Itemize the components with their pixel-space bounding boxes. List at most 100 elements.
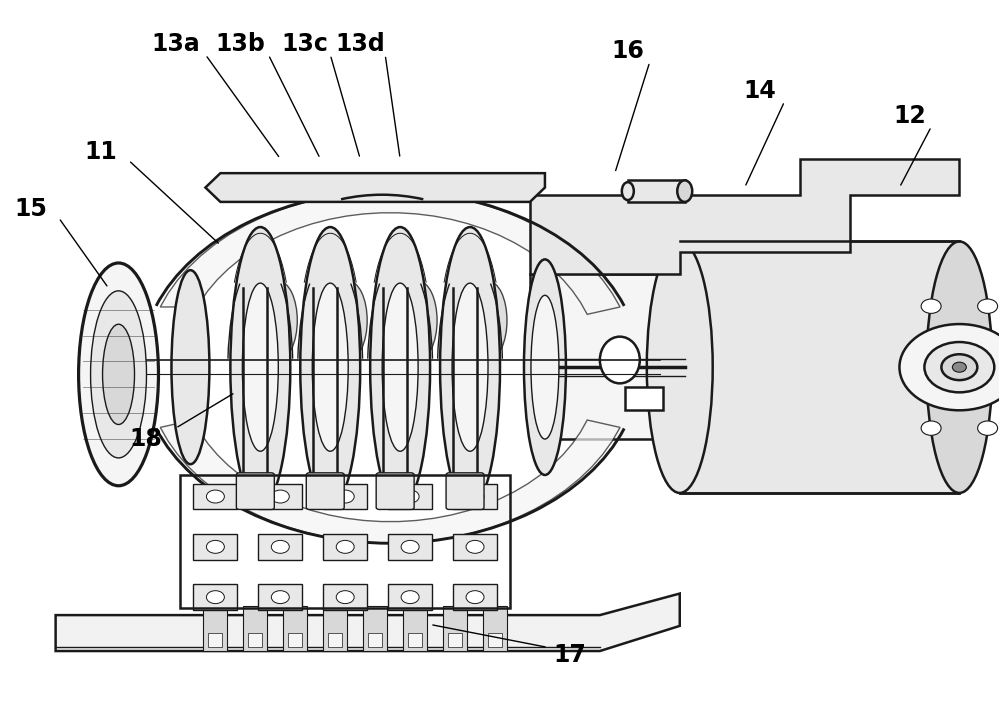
Ellipse shape	[259, 281, 297, 360]
Polygon shape	[483, 606, 507, 651]
Circle shape	[941, 354, 977, 380]
Text: 13b: 13b	[215, 32, 265, 56]
Ellipse shape	[382, 283, 418, 451]
Circle shape	[978, 299, 998, 313]
Bar	[328, 633, 342, 647]
Circle shape	[401, 590, 419, 603]
Circle shape	[206, 490, 224, 503]
Polygon shape	[160, 192, 620, 315]
Bar	[408, 633, 422, 647]
Bar	[288, 633, 302, 647]
FancyBboxPatch shape	[376, 473, 414, 510]
Bar	[368, 633, 382, 647]
Text: 17: 17	[553, 643, 586, 667]
Text: 13c: 13c	[282, 32, 329, 56]
FancyBboxPatch shape	[323, 484, 367, 510]
Circle shape	[271, 541, 289, 553]
Ellipse shape	[171, 270, 209, 464]
Text: 13a: 13a	[151, 32, 200, 56]
Polygon shape	[283, 606, 307, 651]
FancyBboxPatch shape	[323, 584, 367, 610]
Bar	[488, 633, 502, 647]
FancyBboxPatch shape	[258, 484, 302, 510]
Circle shape	[921, 299, 941, 313]
FancyBboxPatch shape	[388, 584, 432, 610]
Ellipse shape	[524, 259, 566, 475]
FancyBboxPatch shape	[193, 534, 237, 559]
Ellipse shape	[91, 291, 146, 458]
Polygon shape	[443, 606, 467, 651]
Text: 13d: 13d	[335, 32, 385, 56]
Ellipse shape	[531, 295, 559, 439]
Text: 15: 15	[14, 197, 47, 221]
Circle shape	[466, 590, 484, 603]
Ellipse shape	[312, 283, 348, 451]
FancyBboxPatch shape	[306, 473, 344, 510]
Circle shape	[336, 541, 354, 553]
Circle shape	[401, 490, 419, 503]
Circle shape	[206, 590, 224, 603]
Ellipse shape	[647, 241, 713, 493]
FancyBboxPatch shape	[446, 473, 484, 510]
FancyBboxPatch shape	[453, 534, 497, 559]
Circle shape	[206, 541, 224, 553]
Circle shape	[336, 490, 354, 503]
Polygon shape	[363, 606, 387, 651]
Circle shape	[271, 590, 289, 603]
Ellipse shape	[600, 337, 640, 383]
Circle shape	[899, 324, 1000, 410]
Circle shape	[952, 362, 966, 372]
Ellipse shape	[469, 281, 507, 360]
Text: 12: 12	[893, 104, 926, 127]
Polygon shape	[160, 420, 620, 543]
Polygon shape	[530, 274, 680, 439]
Ellipse shape	[242, 283, 278, 451]
Bar	[680, 241, 959, 493]
FancyBboxPatch shape	[453, 584, 497, 610]
Circle shape	[336, 590, 354, 603]
FancyBboxPatch shape	[193, 484, 237, 510]
Ellipse shape	[370, 227, 430, 508]
Text: 14: 14	[743, 78, 776, 102]
FancyBboxPatch shape	[323, 534, 367, 559]
FancyBboxPatch shape	[625, 387, 663, 410]
Polygon shape	[628, 180, 685, 202]
Bar	[248, 633, 262, 647]
Polygon shape	[56, 593, 680, 651]
Text: 16: 16	[611, 39, 644, 63]
Circle shape	[271, 490, 289, 503]
Polygon shape	[403, 606, 427, 651]
Polygon shape	[243, 606, 267, 651]
Circle shape	[924, 342, 994, 392]
Bar	[448, 633, 462, 647]
FancyBboxPatch shape	[193, 584, 237, 610]
Ellipse shape	[300, 227, 360, 508]
FancyBboxPatch shape	[258, 584, 302, 610]
Circle shape	[401, 541, 419, 553]
Ellipse shape	[677, 180, 692, 202]
FancyBboxPatch shape	[453, 484, 497, 510]
Text: 11: 11	[84, 140, 117, 163]
Ellipse shape	[79, 263, 158, 486]
Ellipse shape	[440, 227, 500, 508]
Text: 18: 18	[129, 427, 162, 451]
Circle shape	[466, 541, 484, 553]
Ellipse shape	[926, 241, 992, 493]
Ellipse shape	[103, 324, 135, 425]
FancyBboxPatch shape	[388, 534, 432, 559]
FancyBboxPatch shape	[388, 484, 432, 510]
Circle shape	[978, 421, 998, 436]
Circle shape	[921, 421, 941, 436]
Ellipse shape	[329, 281, 367, 360]
Polygon shape	[530, 159, 959, 274]
Circle shape	[466, 490, 484, 503]
Ellipse shape	[399, 281, 437, 360]
Ellipse shape	[230, 227, 290, 508]
FancyBboxPatch shape	[258, 534, 302, 559]
Polygon shape	[205, 174, 545, 202]
FancyBboxPatch shape	[236, 473, 274, 510]
Polygon shape	[323, 606, 347, 651]
Bar	[208, 633, 222, 647]
Polygon shape	[203, 606, 227, 651]
Ellipse shape	[452, 283, 488, 451]
